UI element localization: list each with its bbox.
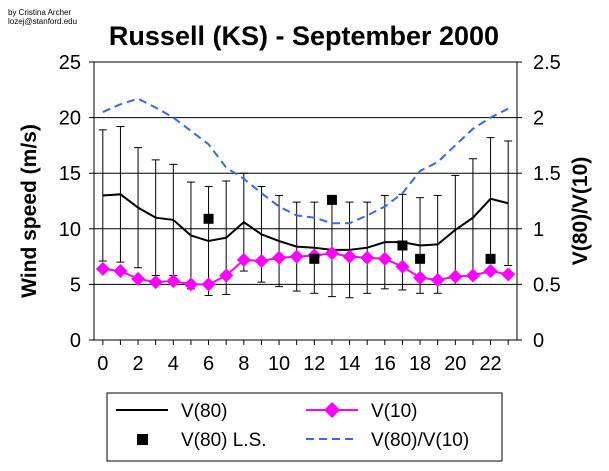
v10-diamond-marker xyxy=(236,252,251,267)
x-tick-label: 2 xyxy=(133,353,144,375)
x-tick-label: 14 xyxy=(338,353,360,375)
v80-ls-square-marker xyxy=(397,240,408,251)
legend-marker-v10 xyxy=(324,402,340,418)
v10-diamond-marker xyxy=(430,272,445,287)
y2-tick-label: 1 xyxy=(533,219,544,241)
v10-diamond-marker xyxy=(342,249,357,264)
v10-diamond-marker xyxy=(324,246,339,261)
y-tick-label: 0 xyxy=(70,330,81,352)
v10-diamond-marker xyxy=(272,250,287,265)
v80-ls-square-marker xyxy=(415,253,426,264)
y-tick-label: 10 xyxy=(59,219,81,241)
v10-diamond-marker xyxy=(95,261,110,276)
v10-diamond-marker xyxy=(395,259,410,274)
gridlines xyxy=(94,61,517,285)
v10-diamond-marker xyxy=(501,267,516,282)
v10-markers xyxy=(95,246,516,292)
y-tick-label: 5 xyxy=(70,274,81,296)
y-tick-label: 20 xyxy=(59,108,81,130)
x-tick-label: 18 xyxy=(409,353,431,375)
x-tick-label: 8 xyxy=(238,353,249,375)
x-axis-ticks: 0 2 4 6 8 10 12 14 16 18 20 22 xyxy=(97,340,509,375)
v10-diamond-marker xyxy=(413,270,428,285)
y-tick-label: 15 xyxy=(59,163,81,185)
plot-area-frame xyxy=(93,61,518,341)
v10-diamond-marker xyxy=(201,277,216,292)
v10-diamond-marker xyxy=(183,277,198,292)
v80-ls-square-marker xyxy=(309,253,320,264)
x-tick-label: 12 xyxy=(303,353,325,375)
v10-diamond-marker xyxy=(448,269,463,284)
right-axis-ticks: 0 0.5 1 1.5 2 2.5 xyxy=(517,52,561,352)
v80-ls-square-marker xyxy=(485,253,496,264)
v10-diamond-marker xyxy=(219,268,234,283)
v80-ls-markers xyxy=(203,194,496,264)
legend-marker-v80-ls xyxy=(137,434,148,445)
v10-diamond-marker xyxy=(360,250,375,265)
x-tick-label: 4 xyxy=(168,353,179,375)
v10-diamond-marker xyxy=(289,249,304,264)
v10-diamond-marker xyxy=(131,271,146,286)
y-tick-label: 25 xyxy=(59,52,81,74)
x-tick-label: 22 xyxy=(479,353,501,375)
y2-tick-label: 2.5 xyxy=(533,52,561,74)
v80-ls-square-marker xyxy=(326,194,337,205)
v10-diamond-marker xyxy=(254,254,269,269)
y2-tick-label: 0.5 xyxy=(533,274,561,296)
credit-author: by Cristina Archer xyxy=(8,8,71,17)
legend-label-v10: V(10) xyxy=(371,401,417,422)
y2-tick-label: 0 xyxy=(533,330,544,352)
x-tick-label: 16 xyxy=(374,353,396,375)
credit-email: lozej@stanford.edu xyxy=(8,17,77,26)
y2-axis-label: V(80)/V(10) xyxy=(569,157,592,266)
legend-frame xyxy=(106,392,503,462)
v80-ls-square-marker xyxy=(203,213,214,224)
legend-label-ratio: V(80)/V(10) xyxy=(371,430,469,451)
v10-diamond-marker xyxy=(148,275,163,290)
x-tick-label: 20 xyxy=(444,353,466,375)
v10-diamond-marker xyxy=(377,251,392,266)
x-tick-label: 10 xyxy=(268,353,290,375)
v10-diamond-marker xyxy=(166,274,181,289)
left-axis-ticks: 0 5 10 15 20 25 xyxy=(59,52,94,352)
y2-tick-label: 1.5 xyxy=(533,163,561,185)
series-line-ratio xyxy=(102,97,509,225)
y2-tick-label: 2 xyxy=(533,108,544,130)
series-layer xyxy=(95,97,516,299)
x-tick-label: 6 xyxy=(203,353,214,375)
x-tick-label: 0 xyxy=(97,353,108,375)
legend-label-v80-ls: V(80) L.S. xyxy=(181,430,267,451)
v10-diamond-marker xyxy=(483,264,498,279)
v10-diamond-marker xyxy=(465,268,480,283)
chart-title: Russell (KS) - September 2000 xyxy=(109,21,499,51)
y-axis-label: Wind speed (m/s) xyxy=(18,124,41,298)
series-line-v80 xyxy=(102,193,509,251)
v10-diamond-marker xyxy=(113,264,128,279)
legend-label-v80: V(80) xyxy=(181,401,227,422)
legend: V(80) V(10) V(80) L.S. V(80)/V(10) xyxy=(106,392,503,462)
